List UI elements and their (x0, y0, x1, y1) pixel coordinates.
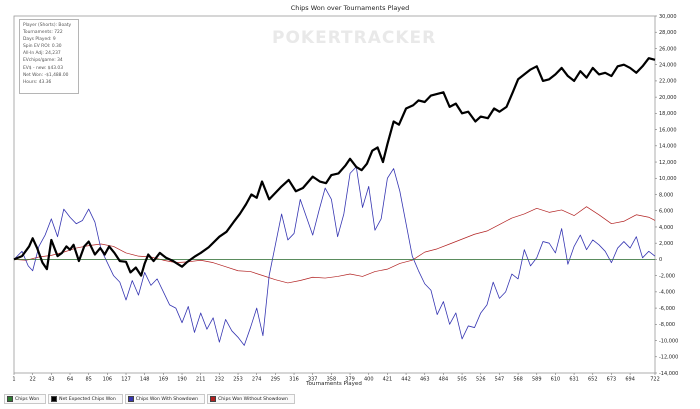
x-tick-label: 169 (159, 377, 169, 383)
x-tick-label: 631 (569, 377, 579, 383)
y-tick-label: 12,000 (659, 160, 677, 166)
series-line-chips-won-with-showdown (13, 166, 656, 346)
x-tick-label: 568 (513, 377, 523, 383)
x-axis-ticks: 1 22 43 64 85 106 127 148 169 190 211 232 253 274 295 3… (12, 373, 660, 383)
stat-all-in-adj: All-In Adj: 24,237 (23, 51, 61, 57)
series-line-net-expected-chips-won (13, 57, 656, 277)
y-tick-label: -6,000 (659, 306, 675, 312)
y-tick-label: -14,000 (659, 371, 678, 377)
y-tick-label: 22,000 (659, 79, 677, 85)
legend-swatch-without-showdown (210, 396, 217, 402)
stat-hours: Hours: 43.36 (23, 79, 52, 85)
y-tick-label: 10,000 (659, 176, 677, 182)
legend-item-without-showdown[interactable]: Chips Won Without Showdown (207, 394, 295, 404)
y-tick-label: -2,000 (659, 273, 675, 279)
legend-label-with-showdown: Chips Won With Showdown (135, 396, 199, 402)
x-tick-label: 379 (345, 377, 355, 383)
x-tick-label: 547 (495, 377, 505, 383)
legend-swatch-chips-won (7, 396, 13, 402)
x-tick-label: 652 (588, 377, 598, 383)
x-tick-label: 610 (551, 377, 561, 383)
legend-swatch-with-showdown (127, 396, 134, 402)
y-tick-label: 18,000 (659, 111, 677, 117)
y-tick-label: -12,000 (659, 355, 678, 361)
legend-label-net-expected: Net Expected Chips Won (59, 396, 116, 402)
x-tick-label: 190 (177, 377, 187, 383)
chart-title: Chips Won over Tournaments Played (290, 4, 410, 12)
y-tick-label: 28,000 (659, 30, 677, 36)
legend-item-with-showdown[interactable]: Chips Won With Showdown (124, 394, 206, 404)
chart-legend: Chips Won Net Expected Chips Won Chips W… (4, 394, 295, 404)
stat-evchips-per-game: EVchips/game: 34 (23, 58, 63, 64)
x-tick-label: 85 (85, 377, 91, 383)
x-tick-label: 673 (607, 377, 617, 383)
y-tick-label: 2,000 (659, 241, 673, 247)
player-stats-box: Player (Shorts): Boaty Tournaments: 722 … (19, 19, 79, 94)
y-tick-label: 4,000 (659, 225, 673, 231)
x-tick-label: 64 (67, 377, 73, 383)
stat-ev-dollars: EV$ - new: $43.03 (23, 65, 64, 71)
x-tick-label: 505 (457, 377, 467, 383)
x-tick-label: 589 (532, 377, 542, 383)
series-line-chips-won-without-showdown (13, 206, 656, 284)
x-tick-label: 484 (439, 377, 449, 383)
y-tick-label: 8,000 (659, 192, 673, 198)
x-tick-label: 421 (383, 377, 393, 383)
x-tick-label: 316 (289, 377, 299, 383)
x-tick-label: 1 (12, 377, 15, 383)
y-tick-label: 26,000 (659, 46, 677, 52)
legend-item-chips-won[interactable]: Chips Won (4, 394, 47, 404)
stat-tournaments: Tournaments: 722 (23, 30, 63, 36)
y-tick-label: 6,000 (659, 209, 673, 215)
x-tick-label: 274 (252, 377, 262, 383)
legend-swatch-net-expected (51, 396, 58, 402)
x-tick-label: 211 (196, 377, 206, 383)
x-tick-label: 148 (140, 377, 150, 383)
x-tick-label: 43 (48, 377, 54, 383)
y-tick-label: -4,000 (659, 290, 675, 296)
y-tick-label: 20,000 (659, 95, 677, 101)
y-axis-ticks: -14,000 -12,000 -10,000 -8,000 -6,000 -4,000 -… (655, 14, 678, 377)
x-tick-label: 400 (364, 377, 374, 383)
y-tick-label: -10,000 (659, 338, 678, 344)
stat-player: Player (Shorts): Boaty (23, 23, 72, 28)
legend-item-net-expected[interactable]: Net Expected Chips Won (48, 394, 123, 404)
y-tick-label: 14,000 (659, 144, 677, 150)
x-tick-label: 253 (233, 377, 243, 383)
y-tick-label: 24,000 (659, 62, 677, 68)
x-axis-title: Tournaments Played (305, 381, 362, 387)
stat-spin-ev-roi: Spin EV ROI: 0.30 (23, 44, 62, 50)
x-tick-label: 127 (121, 377, 131, 383)
x-tick-label: 722 (650, 377, 660, 383)
x-tick-label: 358 (327, 377, 337, 383)
x-tick-label: 22 (29, 377, 35, 383)
y-tick-label: 30,000 (659, 14, 677, 20)
legend-label-without-showdown: Chips Won Without Showdown (218, 396, 288, 402)
stat-days-played: Days Played: 9 (23, 37, 56, 43)
series-layer (13, 57, 656, 346)
x-tick-label: 232 (215, 377, 225, 383)
x-tick-label: 295 (271, 377, 281, 383)
x-tick-label: 694 (625, 377, 635, 383)
stat-net-won: Net Won: -$1,488.00 (23, 72, 69, 78)
x-tick-label: 337 (308, 377, 318, 383)
x-tick-label: 106 (103, 377, 113, 383)
y-tick-label: 0 (659, 257, 662, 263)
y-tick-label: 16,000 (659, 127, 677, 133)
x-tick-label: 526 (476, 377, 486, 383)
y-tick-label: -8,000 (659, 322, 675, 328)
x-tick-label: 442 (401, 377, 411, 383)
pokertracker-watermark: POKERTRACKER (272, 28, 437, 48)
x-tick-label: 463 (420, 377, 430, 383)
legend-label-chips-won: Chips Won (15, 396, 40, 402)
